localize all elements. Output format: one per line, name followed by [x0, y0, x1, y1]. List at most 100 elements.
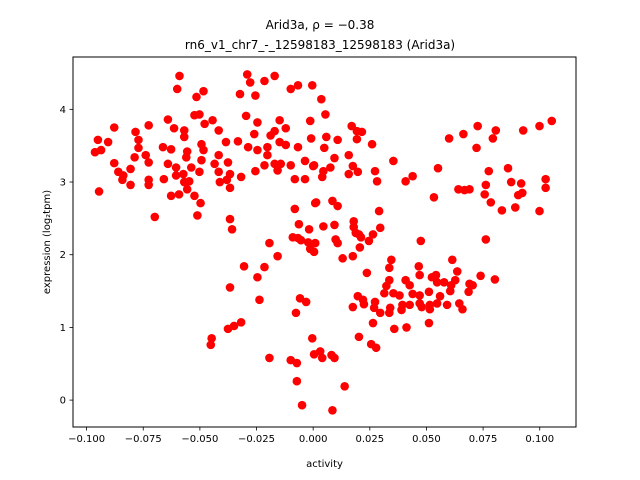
data-point [294, 219, 304, 229]
data-point [476, 271, 485, 281]
data-point [126, 164, 135, 174]
data-point [293, 233, 303, 243]
data-point [333, 201, 342, 211]
data-point [506, 177, 516, 187]
data-point [195, 167, 204, 177]
data-point [210, 159, 219, 169]
data-point [144, 121, 153, 130]
data-point [227, 224, 237, 234]
x-axis-label: activity [306, 459, 343, 470]
data-point [233, 137, 243, 146]
data-point [355, 243, 365, 252]
data-point [405, 300, 414, 310]
data-point [307, 334, 317, 343]
chart-title-line2: rn6_v1_chr7_-_12598183_12598183 (Arid3a) [185, 38, 455, 52]
y-axis-ticks: 0 1 2 3 4 [60, 105, 73, 407]
data-point [317, 353, 327, 363]
x-tick-label: −0.100 [68, 434, 105, 445]
x-tick-label: 0.025 [355, 434, 384, 445]
data-point [214, 126, 223, 135]
data-point [424, 287, 434, 297]
data-point [249, 129, 259, 139]
data-point [444, 134, 454, 143]
data-point [374, 206, 384, 216]
data-point [270, 159, 279, 169]
data-point [484, 166, 494, 176]
data-point [375, 223, 385, 233]
data-point [179, 169, 188, 179]
data-point [103, 137, 113, 147]
data-point [96, 145, 106, 155]
data-point [395, 291, 404, 300]
data-point [109, 123, 119, 132]
data-point [317, 172, 327, 182]
x-tick-label: 0.075 [469, 434, 498, 445]
data-point [371, 343, 381, 353]
data-point [300, 174, 310, 184]
data-point [330, 353, 339, 363]
data-point [186, 163, 196, 172]
data-point [445, 286, 455, 296]
x-tick-label: 0.100 [525, 434, 554, 445]
data-point [130, 153, 139, 162]
data-point [486, 198, 496, 207]
data-point [141, 150, 151, 160]
data-point [273, 166, 282, 175]
data-point [330, 220, 339, 230]
data-point [518, 188, 527, 198]
data-point [425, 304, 435, 314]
data-point [196, 198, 205, 208]
data-point [503, 163, 513, 173]
data-point [408, 171, 417, 181]
data-point [221, 137, 231, 147]
data-point [126, 180, 135, 190]
data-point [297, 400, 307, 410]
data-point [286, 161, 296, 170]
chart-title-line1: Arid3a, ρ = −0.38 [266, 18, 375, 32]
data-point [134, 135, 143, 145]
data-point [304, 224, 314, 234]
data-point [236, 318, 246, 327]
data-point [497, 206, 507, 215]
data-point [169, 123, 179, 133]
data-point [354, 332, 364, 342]
y-tick-label: 1 [60, 323, 66, 334]
data-point [416, 236, 426, 246]
data-point [319, 143, 329, 153]
y-tick-label: 2 [60, 250, 66, 261]
data-point [405, 280, 414, 290]
data-point [184, 177, 194, 186]
data-point [293, 142, 303, 152]
data-point [223, 158, 233, 167]
data-point [291, 308, 301, 318]
data-point [192, 92, 201, 102]
data-point [317, 94, 326, 104]
data-point [535, 206, 544, 216]
data-point [158, 142, 168, 152]
data-point [389, 324, 399, 334]
data-point [452, 267, 462, 276]
data-point [380, 288, 389, 298]
data-point [356, 232, 366, 242]
x-tick-label: −0.025 [238, 434, 275, 445]
data-point [182, 184, 192, 194]
data-point [518, 126, 528, 135]
data-point [333, 238, 342, 248]
data-point [322, 132, 331, 142]
data-point [370, 166, 380, 176]
data-point [265, 353, 274, 363]
data-point [367, 139, 377, 149]
data-point [241, 111, 251, 121]
data-point [306, 134, 316, 143]
data-point [144, 158, 153, 167]
data-point [305, 116, 315, 126]
data-point [179, 126, 189, 135]
data-point [300, 156, 310, 166]
data-point [480, 190, 489, 199]
data-point [260, 161, 269, 170]
data-point [171, 163, 181, 172]
data-point [385, 308, 394, 318]
data-point [293, 81, 303, 90]
data-point [491, 126, 501, 135]
